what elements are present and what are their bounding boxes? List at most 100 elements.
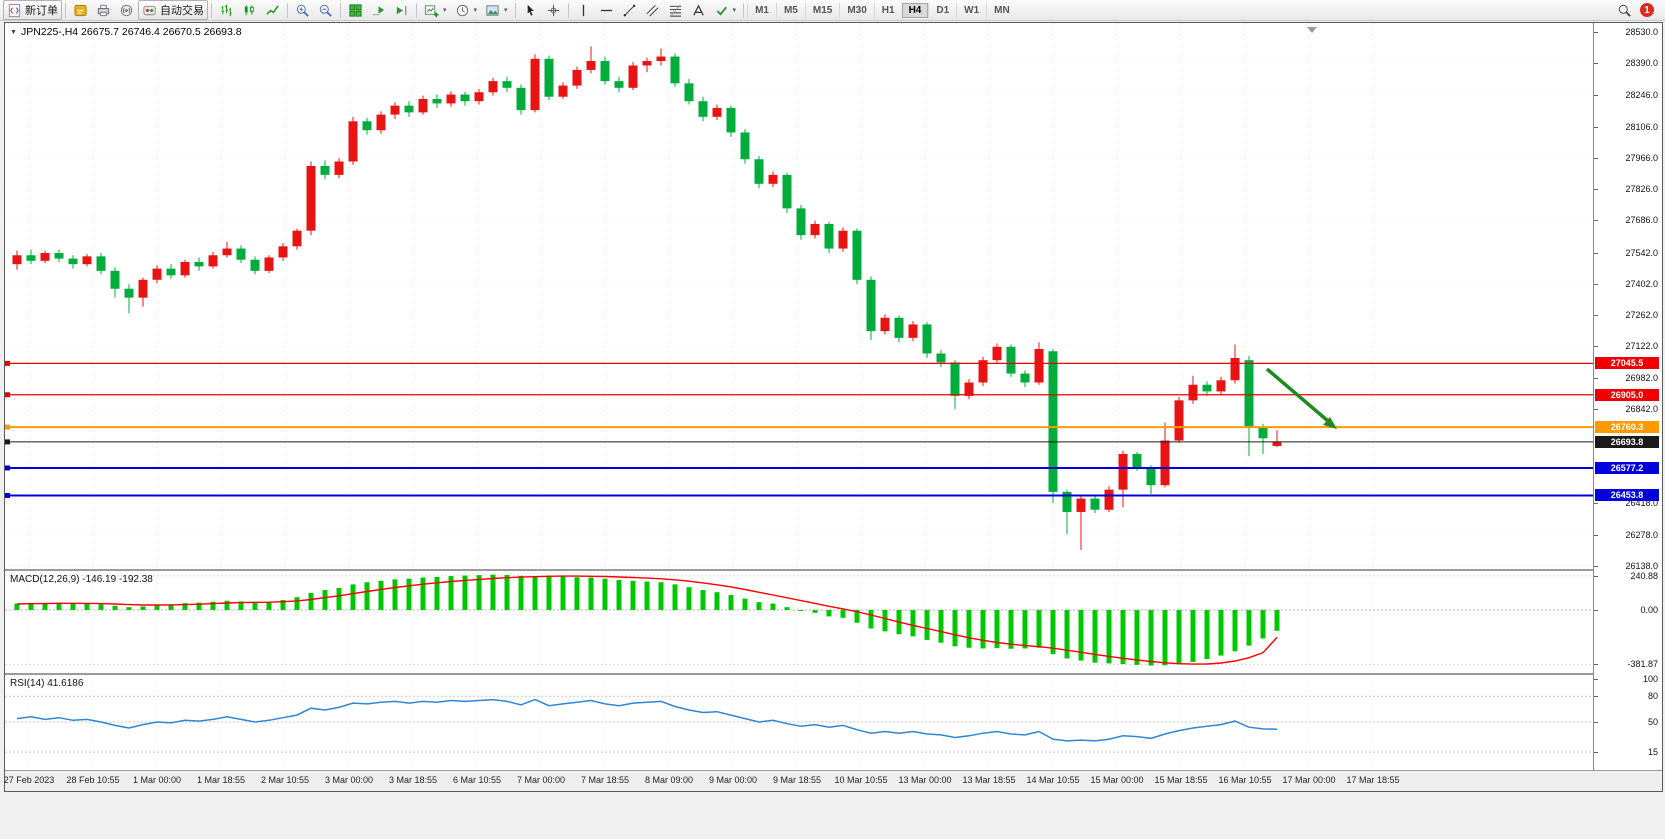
axis-tick-mark	[1594, 752, 1598, 754]
zoom-in-button[interactable]	[291, 0, 314, 20]
crosshair-icon	[547, 4, 559, 16]
axis-tick-mark	[1594, 566, 1598, 567]
axis-tick-mark	[1594, 95, 1598, 97]
price-label-26905.0: 26905.0	[1595, 388, 1659, 401]
main-price-chart[interactable]	[5, 23, 1593, 569]
auto-scroll-button[interactable]	[367, 0, 390, 20]
time-label: 7 Mar 18:55	[580, 775, 630, 785]
zoom-out-button[interactable]	[314, 0, 337, 20]
axis-tick: 80	[1647, 691, 1658, 702]
axis-tick: 26418.0	[1625, 498, 1658, 509]
tile-windows-icon	[349, 3, 362, 17]
axis-tick: 27542.0	[1625, 247, 1658, 258]
chart-header-text: JPN225-,H4 26675.7 26746.4 26670.5 26693…	[20, 26, 242, 38]
axis-tick-mark	[1594, 346, 1598, 348]
timeframe-m15[interactable]: M15	[804, 2, 839, 18]
chart-shift-marker[interactable]	[1307, 27, 1317, 33]
candlestick-chart-button[interactable]	[238, 0, 261, 20]
timeframe-mn[interactable]: MN	[986, 2, 1017, 18]
axis-tick-mark	[1594, 664, 1598, 666]
time-axis[interactable]: 27 Feb 2023 28 Feb 10:55 1 Mar 00:00 1 Mar …	[3, 770, 1662, 791]
dropdown-caret: ▾	[732, 7, 737, 14]
horizontal-line-button[interactable]	[595, 0, 618, 20]
templates-button[interactable]: ▾	[481, 0, 512, 20]
toolbar-separator	[65, 2, 66, 18]
new-chart-button[interactable]: ▾	[420, 0, 451, 20]
text-label-icon	[692, 3, 704, 15]
timeframe-w1[interactable]: W1	[956, 2, 986, 18]
time-label: 13 Mar 18:55	[962, 775, 1016, 785]
cursor-button[interactable]	[519, 0, 542, 20]
trendline-button[interactable]	[618, 0, 641, 20]
axis-tick: 27686.0	[1625, 215, 1658, 226]
panel-separator[interactable]	[5, 673, 1662, 675]
dropdown-caret: ▾	[443, 7, 447, 14]
time-label: 17 Mar 18:55	[1346, 775, 1400, 785]
chart-shift-button[interactable]	[390, 0, 413, 20]
cursor-icon	[527, 4, 534, 16]
horizontal-line-icon	[600, 9, 612, 11]
bar-chart-button[interactable]	[215, 0, 238, 20]
new-chart-icon	[424, 4, 439, 17]
fibonacci-button[interactable]	[664, 0, 687, 20]
broadcast-button[interactable]	[115, 0, 138, 20]
macd-panel[interactable]	[5, 571, 1593, 673]
line-handle[interactable]	[5, 424, 10, 430]
clock-icon	[456, 4, 468, 16]
metaeditor-button[interactable]	[69, 0, 92, 20]
line-handle[interactable]	[5, 392, 10, 398]
time-label: 3 Mar 18:55	[388, 775, 438, 785]
toolbar-separator	[567, 2, 569, 18]
new-order-button[interactable]: 新订单	[3, 0, 62, 20]
periods-button[interactable]: ▾	[451, 0, 482, 20]
rsi-panel[interactable]	[5, 675, 1593, 769]
line-handle[interactable]	[5, 439, 10, 445]
time-label: 27 Feb 2023	[3, 775, 55, 785]
timeframe-d1[interactable]: D1	[928, 2, 956, 18]
panel-separator[interactable]	[5, 569, 1662, 571]
axis-tick-mark	[1594, 220, 1598, 222]
axis-tick-mark	[1594, 610, 1598, 611]
toolbar-separator	[287, 2, 288, 18]
timeframe-m5[interactable]: M5	[775, 2, 805, 18]
print-button[interactable]	[92, 0, 115, 20]
template-icon	[486, 4, 499, 16]
timeframe-m30[interactable]: M30	[839, 2, 873, 18]
price-label-26577.2: 26577.2	[1595, 461, 1659, 474]
axis-tick-mark	[1594, 575, 1598, 577]
line-handle[interactable]	[5, 360, 10, 366]
arrows-objects-button[interactable]: ▾	[710, 0, 741, 20]
line-handle[interactable]	[5, 465, 10, 471]
new-order-label: 新订单	[25, 5, 58, 17]
search-icon	[1618, 4, 1631, 17]
symbol-dropdown-icon[interactable]: ▼	[10, 28, 17, 36]
timeframe-m1[interactable]: M1	[747, 2, 776, 18]
toolbar-separator	[416, 2, 417, 18]
crosshair-button[interactable]	[542, 0, 565, 20]
notification-badge[interactable]: 1	[1640, 3, 1654, 17]
line-chart-button[interactable]	[261, 0, 284, 20]
timeframe-h4[interactable]: H4	[901, 2, 929, 18]
arrows-objects-icon	[716, 6, 727, 16]
autotrading-button[interactable]: 自动交易	[138, 0, 208, 20]
timeframe-h1[interactable]: H1	[873, 2, 902, 18]
line-chart-icon	[266, 4, 279, 15]
axis-tick: 28106.0	[1625, 121, 1658, 132]
time-label: 15 Mar 00:00	[1090, 775, 1144, 785]
axis-tick-mark	[1594, 63, 1598, 65]
trend-arrow[interactable]	[1265, 367, 1330, 423]
dropdown-caret: ▾	[473, 7, 478, 14]
vertical-line-button[interactable]	[572, 0, 595, 20]
axis-tick-mark	[1594, 126, 1598, 128]
search-button[interactable]	[1613, 0, 1636, 20]
price-axis[interactable]: 28530.0 28390.0 28246.0 28106.0 27966.0 27826…	[1593, 23, 1662, 770]
text-label-button[interactable]	[687, 0, 710, 20]
tile-windows-button[interactable]	[344, 0, 367, 20]
time-label: 10 Mar 10:55	[834, 775, 888, 785]
trend-arrow-head	[1323, 417, 1337, 429]
toolbar-separator	[340, 2, 341, 18]
axis-tick: 27402.0	[1625, 278, 1658, 289]
macd-signal-line	[16, 575, 1278, 665]
line-handle[interactable]	[5, 492, 10, 498]
channel-button[interactable]	[641, 0, 664, 20]
